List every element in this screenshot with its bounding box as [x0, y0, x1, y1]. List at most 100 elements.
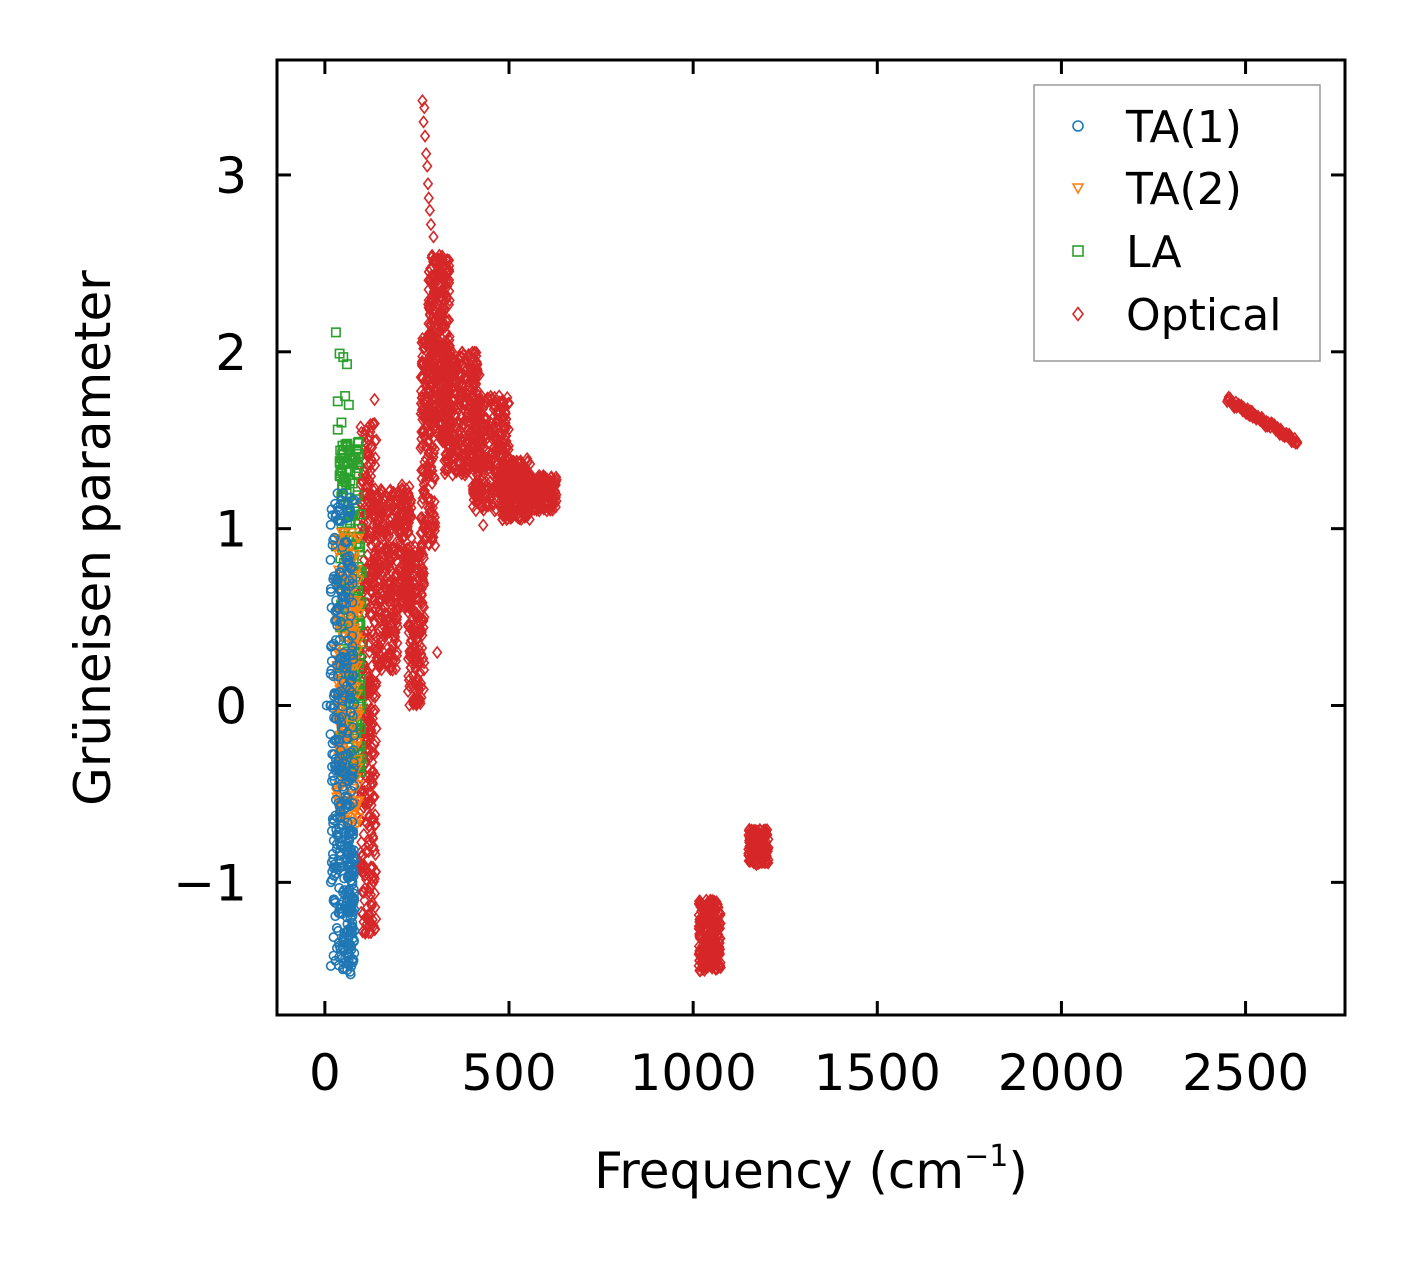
data-point-ta-1: [329, 735, 340, 746]
data-point-optical: [382, 531, 393, 545]
data-point-optical: [442, 354, 453, 368]
legend: TA(1) TA(2) LA Optical: [1033, 84, 1321, 362]
data-point-optical: [395, 518, 406, 533]
data-point-ta-2: [351, 661, 364, 672]
data-point-optical: [368, 680, 379, 694]
data-point-ta-1: [334, 801, 345, 812]
data-point-optical: [406, 557, 417, 571]
data-point-ta-2: [335, 674, 347, 685]
legend-entry-optical: Optical: [1071, 290, 1281, 341]
data-point-optical: [383, 552, 394, 566]
data-point-optical: [423, 191, 434, 205]
data-point-ta-2: [353, 533, 365, 544]
data-point-optical: [417, 595, 428, 610]
data-point-optical: [497, 484, 509, 499]
data-point-optical: [355, 420, 366, 434]
data-point-optical: [364, 448, 376, 462]
data-point-optical: [479, 394, 491, 408]
data-point-optical: [480, 451, 492, 465]
data-point-optical: [372, 574, 383, 588]
legend-label-optical: Optical: [1126, 290, 1281, 341]
data-point-optical: [1277, 428, 1288, 442]
data-point-ta-1: [325, 519, 336, 530]
data-point-optical: [1262, 419, 1273, 433]
data-point-la: [341, 359, 352, 370]
data-point-ta-1: [343, 842, 354, 853]
data-point-optical: [541, 494, 552, 508]
data-point-optical: [510, 472, 522, 486]
data-point-ta-2: [350, 570, 362, 581]
data-point-optical: [437, 281, 449, 295]
data-point-optical: [498, 504, 509, 518]
data-point-optical: [501, 440, 513, 454]
data-point-optical: [418, 663, 430, 677]
data-marks: [321, 93, 1303, 980]
data-point-optical: [429, 442, 441, 456]
legend-marker-la: [1072, 245, 1084, 257]
data-point-optical: [430, 375, 441, 390]
data-point-optical: [396, 531, 408, 546]
data-point-la: [336, 417, 347, 428]
data-point-optical: [389, 590, 401, 604]
data-point-ta-1: [349, 699, 360, 710]
data-point-ta-1: [344, 581, 355, 592]
data-point-ta-1: [344, 675, 355, 686]
data-point-optical: [472, 410, 484, 424]
data-point-ta-1: [349, 495, 360, 506]
data-point-optical: [419, 100, 430, 115]
data-point-ta-1: [337, 750, 348, 761]
data-point-la: [334, 470, 345, 481]
legend-entry-ta-2: TA(2): [1071, 164, 1242, 215]
data-point-ta-1: [336, 567, 347, 578]
data-point-optical: [383, 647, 394, 661]
data-point-optical: [424, 203, 436, 218]
data-point-ta-2: [353, 813, 365, 824]
data-point-ta-2: [344, 719, 356, 730]
axis-ticks: 0 500 1000 1500 2000 2500 −1 0 1 2 3: [173, 60, 1345, 1102]
data-point-optical: [399, 493, 410, 508]
data-point-optical: [443, 273, 455, 287]
data-point-optical: [369, 843, 380, 858]
data-point-optical: [705, 957, 716, 972]
data-point-optical: [407, 656, 418, 671]
data-point-optical: [452, 443, 463, 458]
data-point-ta-1: [336, 722, 347, 733]
data-point-ta-1: [345, 843, 356, 854]
data-point-optical: [394, 584, 406, 598]
data-point-optical: [408, 612, 419, 626]
data-point-optical: [416, 439, 427, 453]
data-point-optical: [387, 541, 398, 556]
data-point-optical: [491, 430, 503, 444]
data-point-optical: [410, 605, 421, 620]
data-point-optical: [479, 418, 491, 433]
data-point-optical: [418, 115, 429, 129]
data-point-optical: [523, 468, 534, 483]
data-point-optical: [379, 607, 390, 621]
data-point-optical: [422, 177, 434, 191]
data-point-optical: [442, 462, 453, 477]
data-point-optical: [420, 373, 432, 387]
data-point-ta-1: [325, 700, 336, 711]
x-tick-label: 0: [309, 1044, 341, 1102]
data-point-optical: [480, 443, 492, 457]
data-point-optical: [503, 488, 515, 503]
data-point-optical: [372, 487, 383, 502]
y-tick-label: 0: [215, 678, 247, 736]
data-point-optical: [372, 640, 384, 655]
data-point-ta-1: [326, 656, 337, 667]
data-point-optical: [420, 146, 432, 161]
data-point-optical: [420, 451, 432, 466]
data-point-ta-1: [335, 745, 346, 756]
data-point-optical: [370, 865, 381, 879]
data-point-la: [347, 478, 358, 489]
data-point-optical: [419, 488, 431, 503]
data-point-optical: [403, 625, 415, 640]
data-point-ta-1: [346, 901, 357, 912]
data-point-optical: [484, 481, 495, 496]
data-point-optical: [467, 424, 478, 439]
data-point-optical: [360, 924, 371, 939]
data-point-ta-2: [352, 780, 364, 791]
data-point-ta-1: [328, 535, 339, 546]
data-point-optical: [357, 925, 368, 939]
data-point-optical: [359, 881, 371, 896]
